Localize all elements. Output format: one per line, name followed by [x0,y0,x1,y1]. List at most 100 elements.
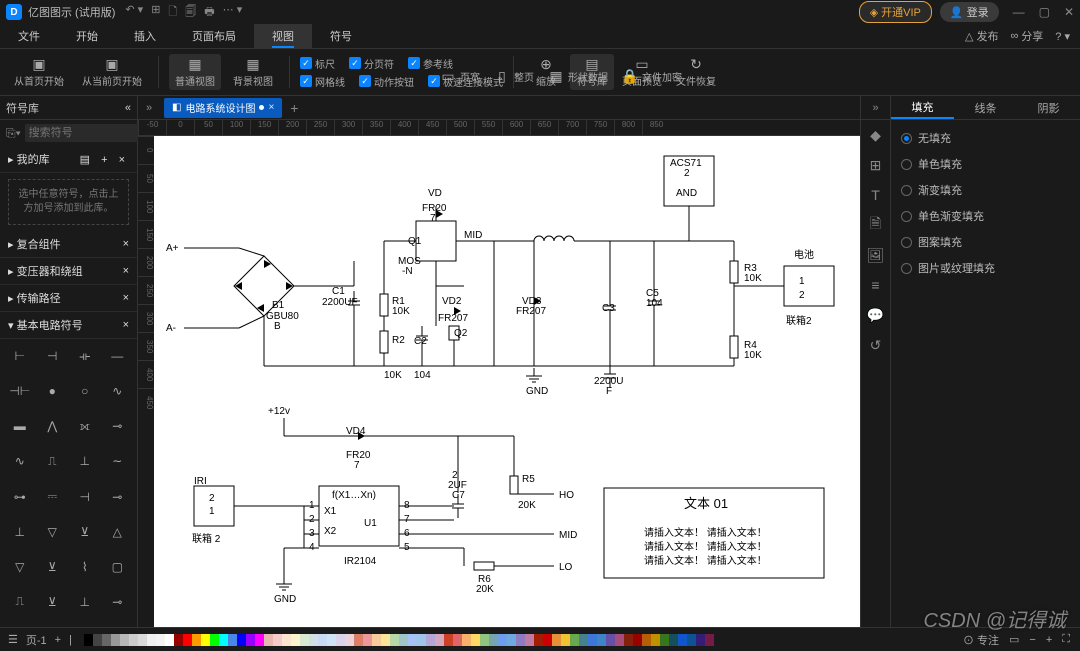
image-icon[interactable]: 🖼 [861,240,890,270]
qa-icon[interactable]: 🗐 [185,3,196,22]
grid-icon[interactable]: ⊞ [861,150,890,180]
add-page-icon[interactable]: + [55,634,61,646]
symbol-cell[interactable]: ▬ [4,413,36,439]
symbol-cell[interactable]: ⊸ [102,589,134,615]
symbol-cell[interactable]: ⟛ [69,343,101,369]
color-swatch[interactable] [606,634,615,646]
symbol-cell[interactable]: ⟗ [69,413,101,439]
color-swatch[interactable] [381,634,390,646]
fill-option[interactable]: 单色渐变填充 [901,208,1070,224]
color-swatch[interactable] [480,634,489,646]
color-swatch[interactable] [471,634,480,646]
color-swatch[interactable] [696,634,705,646]
document-tab[interactable]: ◧ 电路系统设计图 × [164,98,282,118]
section-transmission[interactable]: ▸ 传输路径× [0,285,137,312]
color-swatch[interactable] [120,634,129,646]
symbol-cell[interactable]: ▽ [37,519,69,545]
history-icon[interactable]: ↺ [861,330,890,360]
symbol-cell[interactable]: △ [102,519,134,545]
grid-checkbox[interactable]: ✓网格线 [300,74,345,89]
symbol-cell[interactable]: ⊣ [69,484,101,510]
color-swatch[interactable] [462,634,471,646]
page-label[interactable]: 页-1 [26,632,47,648]
encrypt-button[interactable]: 🔒文件加密 [616,66,688,86]
vip-button[interactable]: ◈开通VIP [859,1,932,23]
color-swatch[interactable] [417,634,426,646]
filter-icon[interactable]: ⎘▾ [6,126,21,141]
menu-file[interactable]: 文件 [0,24,58,48]
symbol-cell[interactable]: ∿ [4,448,36,474]
maximize-view-icon[interactable]: ⛶ [1062,633,1070,646]
color-swatch[interactable] [642,634,651,646]
color-swatch[interactable] [354,634,363,646]
qa-icon[interactable]: ⊞ [151,3,160,22]
drawing-canvas[interactable]: A+A-B1GBU80BC12200UFR110KR210KC2104VDFR2… [154,136,860,627]
color-swatch[interactable] [264,634,273,646]
login-button[interactable]: 👤登录 [940,2,999,22]
color-swatch[interactable] [327,634,336,646]
ruler-checkbox[interactable]: ✓标尺 [300,56,335,71]
color-swatch[interactable] [579,634,588,646]
menu-start[interactable]: 开始 [58,24,116,48]
comment-icon[interactable]: 💬 [861,300,890,330]
color-swatch[interactable] [255,634,264,646]
color-swatch[interactable] [408,634,417,646]
color-swatch[interactable] [399,634,408,646]
tab-line[interactable]: 线条 [954,96,1017,119]
menu-view[interactable]: 视图 [254,24,312,48]
fill-option[interactable]: 图案填充 [901,234,1070,250]
color-swatch[interactable] [570,634,579,646]
zoom-out-icon[interactable]: − [1029,634,1035,646]
symbol-cell[interactable]: ∿ [102,378,134,404]
expand-right-icon[interactable]: » [861,96,890,120]
color-swatch[interactable] [246,634,255,646]
close-icon[interactable]: ✕ [1064,5,1074,19]
color-swatch[interactable] [669,634,678,646]
symbol-cell[interactable]: ⎍ [37,448,69,474]
color-swatch[interactable] [426,634,435,646]
menu-layout[interactable]: 页面布局 [174,24,254,48]
fill-option[interactable]: 无填充 [901,130,1070,146]
symbol-cell[interactable]: ⎓ [37,484,69,510]
symbol-cell[interactable]: ▢ [102,554,134,580]
text-icon[interactable]: T [861,180,890,210]
start-first-button[interactable]: ▣从首页开始 [8,54,70,90]
expand-left-icon[interactable]: » [138,102,160,114]
undo-icon[interactable]: ↶ ▾ [125,3,143,22]
symbol-cell[interactable]: ⊸ [102,484,134,510]
fill-option[interactable]: 渐变填充 [901,182,1070,198]
publish-button[interactable]: △ 发布 [965,28,998,44]
color-swatch[interactable] [300,634,309,646]
color-swatch[interactable] [345,634,354,646]
symbol-cell[interactable]: ▽ [4,554,36,580]
fill-option[interactable]: 图片或纹理填充 [901,260,1070,276]
color-swatch[interactable] [507,634,516,646]
color-swatch[interactable] [453,634,462,646]
focus-button[interactable]: ⊙ 专注 [963,632,999,648]
color-swatch[interactable] [372,634,381,646]
menu-symbol[interactable]: 符号 [312,24,370,48]
color-swatch[interactable] [660,634,669,646]
color-swatch[interactable] [687,634,696,646]
page-nav-icon[interactable]: ☰ [8,633,18,646]
color-swatch[interactable] [102,634,111,646]
color-swatch[interactable] [156,634,165,646]
color-swatch[interactable] [84,634,93,646]
color-swatch[interactable] [183,634,192,646]
collapse-icon[interactable]: « [125,102,131,114]
color-swatch[interactable] [138,634,147,646]
symbol-cell[interactable]: ∼ [102,448,134,474]
color-swatch[interactable] [93,634,102,646]
color-swatch[interactable] [318,634,327,646]
color-swatch[interactable] [588,634,597,646]
symbol-cell[interactable]: ⌇ [69,554,101,580]
tab-fill[interactable]: 填充 [891,96,954,119]
color-swatch[interactable] [111,634,120,646]
color-swatch[interactable] [615,634,624,646]
color-swatch[interactable] [165,634,174,646]
help-icon[interactable]: ? ▾ [1055,30,1070,43]
color-swatch[interactable] [336,634,345,646]
page-width-button[interactable]: ▭页宽 [434,66,486,86]
symbol-cell[interactable]: ⎍ [4,589,36,615]
color-swatch[interactable] [363,634,372,646]
